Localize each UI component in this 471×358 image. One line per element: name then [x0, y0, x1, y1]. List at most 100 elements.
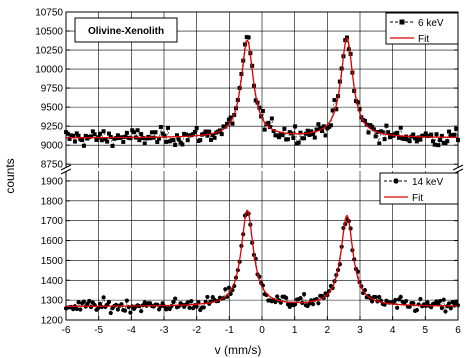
data-point-6kev [208, 137, 213, 142]
data-point-6kev [166, 125, 171, 130]
x-tick-label: -4 [127, 325, 136, 336]
data-point-14kev [373, 294, 378, 300]
x-tick-label: 1 [292, 325, 298, 336]
data-point-6kev [67, 136, 72, 141]
data-point-6kev [164, 139, 169, 144]
y-tick-label: 10500 [35, 27, 63, 38]
data-point-14kev [438, 298, 443, 304]
data-point-14kev [99, 304, 104, 310]
data-point-14kev [101, 295, 106, 300]
data-point-6kev [142, 141, 147, 146]
data-point-14kev [156, 307, 162, 312]
axis-break-gap [63, 168, 461, 171]
data-point-14kev [96, 305, 101, 311]
data-point-6kev [414, 139, 419, 144]
data-point-6kev [366, 130, 371, 135]
x-tick-label: -3 [160, 325, 169, 336]
legend-6kev-label: 6 keV [418, 18, 444, 29]
x-tick-label: 0 [259, 325, 265, 336]
y-tick-label: 1300 [41, 296, 64, 307]
data-point-6kev [436, 143, 441, 148]
data-point-6kev [323, 133, 328, 138]
axis-ticks: -6 -5 -4 -3 -2 -1 0 1 2 3 4 5 6 8750 9000 9250 9500 9750 1… [35, 8, 461, 337]
data-point-6kev [423, 131, 428, 136]
data-point-6kev [439, 133, 444, 138]
data-point-6kev [452, 132, 457, 137]
data-point-6kev [253, 98, 258, 103]
data-point-6kev [128, 136, 133, 141]
data-point-14kev [97, 301, 103, 306]
x-tick-label: -5 [94, 325, 103, 336]
data-point-6kev [103, 137, 108, 142]
data-point-14kev [196, 300, 201, 305]
data-point-6kev [293, 124, 298, 129]
legend-14kev-label: 14 keV [412, 177, 443, 188]
legend-14kev-marker [393, 178, 399, 184]
data-point-6kev [65, 131, 70, 136]
data-point-6kev [80, 138, 85, 143]
data-point-6kev [430, 139, 435, 144]
fit-curve-upper [66, 37, 458, 139]
data-point-14kev [139, 309, 144, 314]
data-point-6kev [418, 137, 423, 142]
data-point-6kev [226, 117, 231, 122]
data-point-6kev [83, 133, 88, 138]
data-point-6kev [432, 142, 437, 147]
data-point-6kev [312, 135, 317, 140]
data-point-6kev [434, 132, 439, 137]
data-point-6kev [413, 136, 418, 141]
data-point-6kev [332, 98, 337, 103]
title-box-frame [74, 17, 178, 43]
data-point-6kev [311, 132, 316, 137]
data-point-14kev [187, 305, 192, 310]
x-tick-label: 5 [423, 325, 429, 336]
y-tick-label: 1400 [41, 276, 64, 287]
data-point-14kev [108, 310, 113, 316]
data-point-14kev [173, 296, 178, 301]
x-tick-label: -2 [192, 325, 201, 336]
data-point-6kev [291, 135, 296, 140]
data-point-14kev [395, 305, 400, 310]
data-point-14kev [87, 298, 92, 304]
data-point-14kev [223, 287, 228, 292]
data-point-6kev [362, 118, 367, 123]
data-point-14kev [74, 306, 79, 311]
x-axis-label: v (mm/s) [215, 343, 262, 357]
data-point-6kev [257, 105, 262, 110]
data-point-6kev [153, 130, 158, 135]
data-point-6kev [191, 132, 196, 137]
data-point-6kev [98, 131, 103, 136]
x-tick-label: -6 [62, 325, 71, 336]
data-point-6kev [135, 128, 140, 133]
data-point-14kev [171, 300, 176, 305]
data-point-14kev [226, 285, 231, 290]
data-point-14kev [439, 305, 444, 311]
data-point-14kev [310, 302, 316, 307]
data-point-14kev [275, 294, 280, 299]
data-point-6kev [148, 136, 153, 141]
data-point-14kev [284, 295, 289, 301]
y-tick-label: 9000 [41, 141, 64, 152]
data-point-6kev [223, 124, 228, 129]
y-tick-label: 1200 [41, 316, 64, 327]
y-tick-label: 1500 [41, 256, 64, 267]
x-tick-label: 3 [357, 325, 363, 336]
x-tick-label: 6 [455, 325, 461, 336]
y-tick-label: 10250 [35, 46, 63, 57]
data-point-6kev [162, 133, 167, 138]
data-point-6kev [174, 133, 179, 138]
data-point-6kev [203, 129, 208, 134]
data-point-14kev [122, 308, 128, 313]
data-point-6kev [296, 140, 301, 145]
data-point-6kev [176, 137, 181, 142]
data-point-6kev [429, 132, 434, 137]
data-point-14kev [393, 297, 398, 303]
legend-lower: 14 keV Fit [379, 172, 459, 205]
data-point-6kev [72, 139, 77, 144]
data-point-6kev [384, 123, 389, 128]
y-tick-label: 1800 [41, 196, 64, 207]
data-point-6kev [382, 137, 387, 142]
title-box: Olivine-Xenolith [74, 17, 178, 43]
data-point-6kev [407, 139, 412, 144]
data-point-6kev [106, 131, 111, 136]
